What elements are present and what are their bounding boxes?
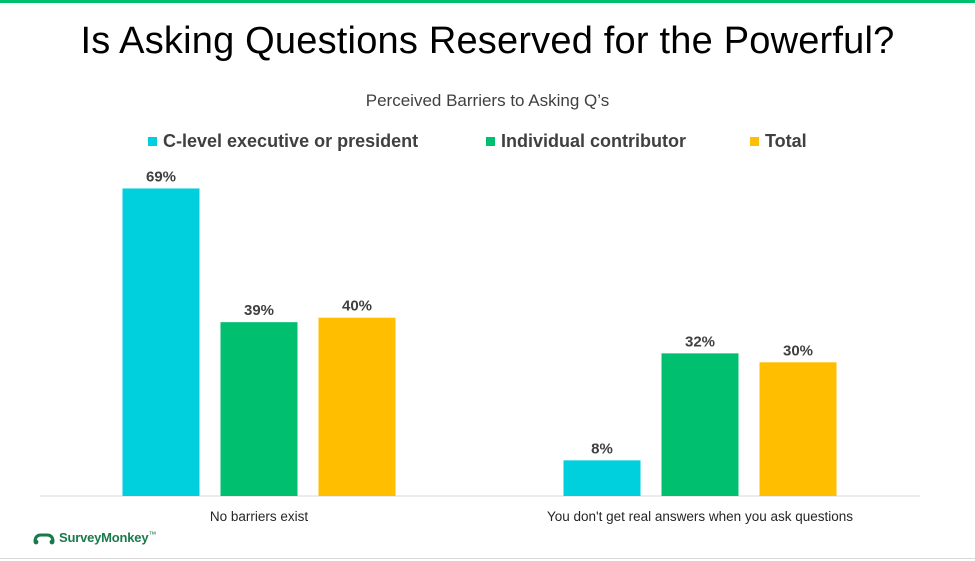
data-label-2-series-3: 30% — [783, 342, 813, 359]
data-label-1-series-1: 69% — [146, 168, 176, 185]
chart-subtitle: Perceived Barriers to Asking Q’s — [365, 91, 610, 110]
legend-label-c-level: C-level executive or president — [163, 131, 419, 151]
legend-label-total: Total — [765, 131, 807, 151]
legend-item-total: Total — [750, 131, 807, 152]
bar-2-series-1 — [563, 460, 641, 496]
bar-1-series-1 — [122, 188, 200, 496]
legend-swatch-individual — [486, 137, 495, 146]
legend-item-c-level: C-level executive or president — [148, 131, 418, 152]
category-label-1: No barriers exist — [210, 509, 309, 524]
legend-item-individual: Individual contributor — [486, 131, 686, 152]
data-label-1-series-2: 39% — [244, 302, 274, 319]
chart-title: Is Asking Questions Reserved for the Pow… — [80, 20, 895, 62]
data-label-2-series-2: 32% — [685, 333, 715, 350]
bar-1-series-3 — [318, 317, 396, 496]
legend-swatch-c-level — [148, 137, 157, 146]
bottom-rule — [0, 558, 975, 559]
bar-2-series-3 — [759, 362, 837, 496]
surveymonkey-logo: SurveyMonkey ™ — [33, 530, 156, 545]
bar-2-series-2 — [661, 353, 739, 496]
logo-text: SurveyMonkey — [59, 530, 149, 545]
logo-trademark: ™ — [148, 530, 157, 539]
monkey-logo-icon — [33, 533, 55, 544]
top-accent-rule — [0, 0, 975, 3]
category-label-2: You don't get real answers when you ask … — [547, 509, 853, 524]
data-label-1-series-3: 40% — [342, 298, 372, 315]
legend-swatch-total — [750, 137, 759, 146]
bar-1-series-2 — [220, 322, 298, 496]
chart-legend: C-level executive or president Individua… — [0, 131, 975, 157]
data-label-2-series-1: 8% — [591, 440, 613, 457]
legend-label-individual: Individual contributor — [501, 131, 686, 151]
